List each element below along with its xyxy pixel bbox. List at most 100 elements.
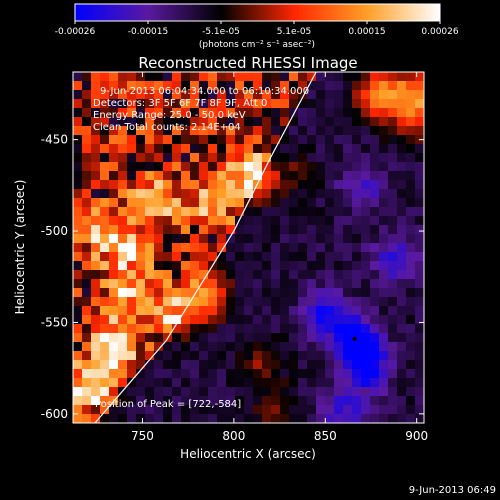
heatmap-cell [388,324,398,334]
heatmap-cell [145,216,155,226]
heatmap-cell [109,189,119,199]
heatmap-cell [253,243,263,253]
heatmap-cell [127,387,137,397]
heatmap-cell [271,189,281,199]
heatmap-cell [172,306,182,316]
heatmap-cell [262,306,272,316]
colorbar-units-label: (photons cm⁻² s⁻¹ asec⁻²) [199,40,315,50]
heatmap-cell [145,270,155,280]
heatmap-cell [406,72,416,82]
heatmap-cell [118,216,128,226]
heatmap-cell [379,216,389,226]
heatmap-cell [334,198,344,208]
heatmap-cell [280,351,290,361]
heatmap-cell [289,342,299,352]
heatmap-cell [100,369,110,379]
heatmap-cell [370,405,380,415]
heatmap-cell [316,180,326,190]
heatmap-cell [181,171,191,181]
heatmap-cell [343,342,353,352]
heatmap-cell [136,315,146,325]
heatmap-cell [100,252,110,262]
heatmap-cell [163,108,173,118]
heatmap-cell [388,90,398,100]
heatmap-cell [217,162,227,172]
heatmap-cell [262,297,272,307]
heatmap-cell [82,324,92,334]
heatmap-cell [370,333,380,343]
heatmap-cell [73,396,83,406]
heatmap-cell [145,180,155,190]
heatmap-cell [406,81,416,91]
heatmap-cell [316,369,326,379]
heatmap-cell [325,72,335,82]
heatmap-cell [118,270,128,280]
heatmap-cell [397,243,407,253]
heatmap-cell [163,342,173,352]
heatmap-cell [388,171,398,181]
heatmap-cell [199,234,209,244]
heatmap-cell [172,99,182,109]
heatmap-cell [244,171,254,181]
heatmap-cell [325,153,335,163]
heatmap-cell [163,279,173,289]
heatmap-cell [226,153,236,163]
heatmap-cell [388,72,398,82]
heatmap-cell [415,108,424,118]
heatmap-cell [217,216,227,226]
heatmap-cell [307,90,317,100]
heatmap-cell [226,405,236,415]
heatmap-cell [145,351,155,361]
heatmap-cell [154,144,164,154]
heatmap-cell [316,351,326,361]
heatmap-cell [352,288,362,298]
heatmap-cell [136,378,146,388]
heatmap-cell [316,360,326,370]
heatmap-cell [325,324,335,334]
heatmap-cell [280,162,290,172]
heatmap-cell [379,333,389,343]
heatmap-cell [415,306,424,316]
heatmap-cell [406,171,416,181]
heatmap-cell [100,180,110,190]
heatmap-cell [118,369,128,379]
heatmap-cell [154,72,164,82]
heatmap-cell [82,108,92,118]
footer-timestamp: 9-Jun-2013 06:49 [408,485,496,496]
heatmap-cell [262,198,272,208]
heatmap-cell [280,198,290,208]
heatmap-cell [397,153,407,163]
heatmap-cell [145,234,155,244]
heatmap-cell [325,414,335,423]
heatmap-cell [370,342,380,352]
heatmap-cell [298,144,308,154]
heatmap-cell [100,153,110,163]
heatmap-cell [154,342,164,352]
heatmap-cell [235,198,245,208]
heatmap-cell [415,405,424,415]
heatmap-cell [325,216,335,226]
heatmap-cell [208,315,218,325]
heatmap-cell [379,171,389,181]
heatmap-cell [73,261,83,271]
heatmap-cell [172,234,182,244]
heatmap-cell [280,288,290,298]
heatmap-cell [325,288,335,298]
heatmap-cell [280,261,290,271]
heatmap-cell [190,81,200,91]
heatmap-cell [244,333,254,343]
heatmap-cell [370,117,380,127]
heatmap-cell [82,198,92,208]
heatmap-cell [226,189,236,199]
heatmap-cell [82,261,92,271]
y-axis-label: Heliocentric Y (arcsec) [13,180,27,315]
heatmap-cell [73,297,83,307]
y-tick-label: -500 [41,224,68,238]
y-axis: -450-500-550-600 [41,133,424,421]
heatmap-cell [307,333,317,343]
heatmap-cell [82,225,92,235]
heatmap-cell [127,189,137,199]
heatmap-cell [172,297,182,307]
heatmap-cell [280,360,290,370]
heatmap-cell [172,189,182,199]
